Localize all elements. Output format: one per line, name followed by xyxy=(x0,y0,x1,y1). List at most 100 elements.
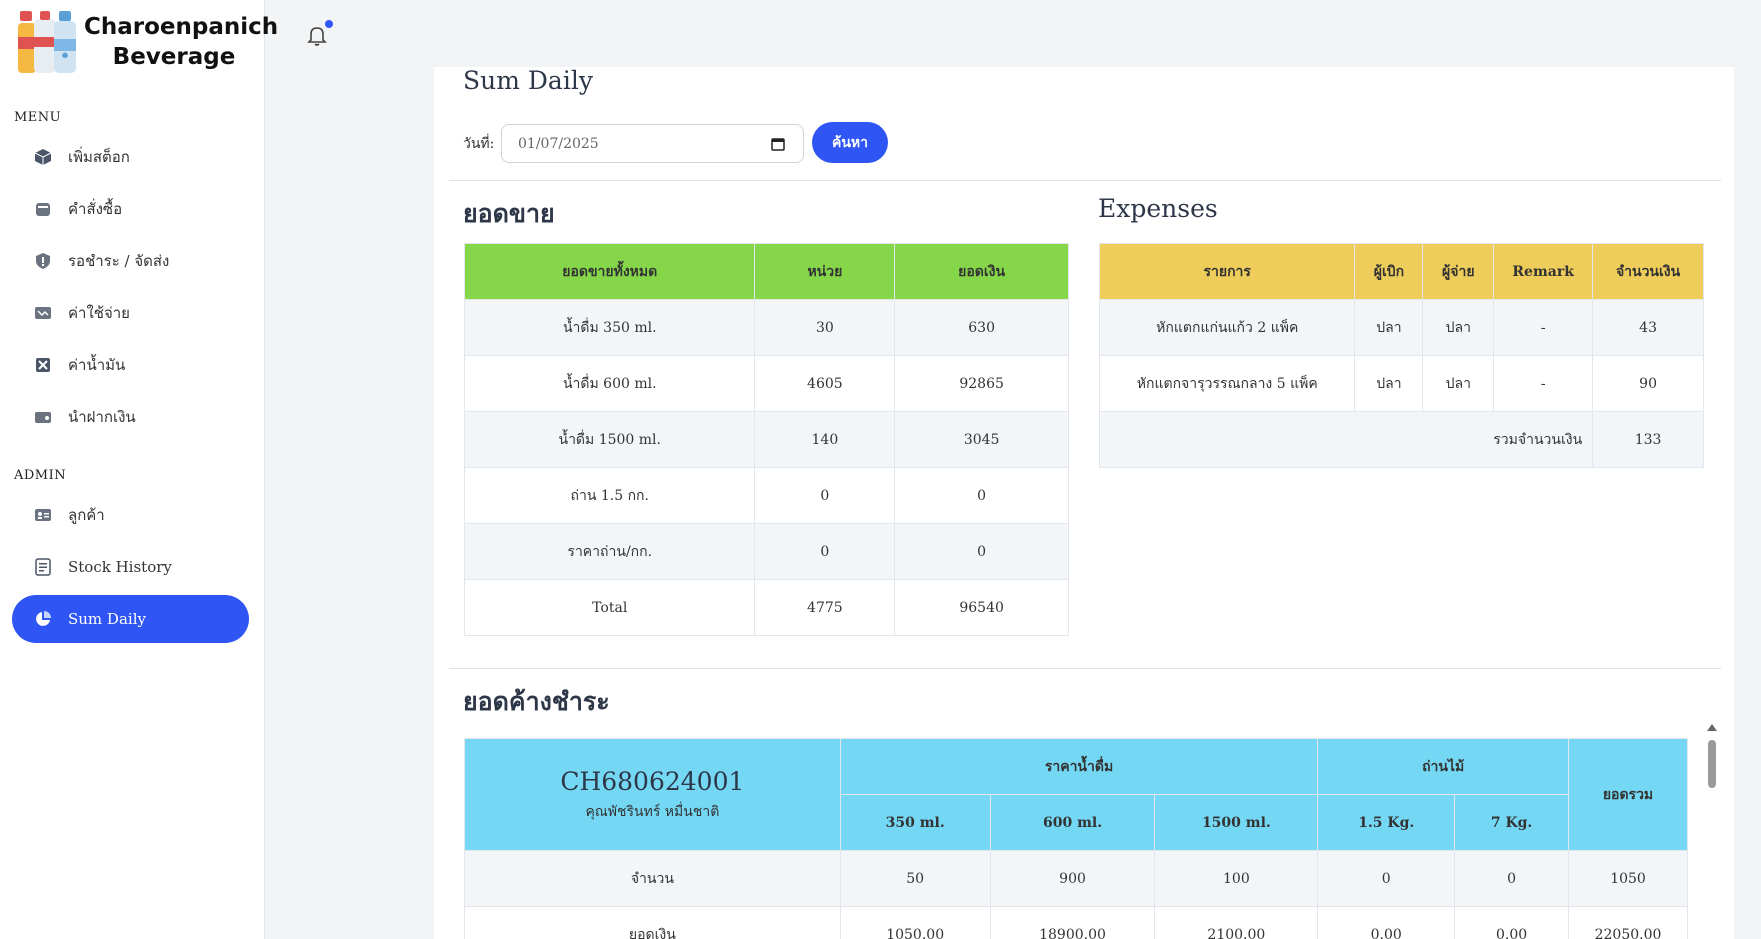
search-button[interactable]: ค้นหา xyxy=(812,122,888,163)
charcoal-header: ถ่านไม้ xyxy=(1317,738,1570,795)
sales-item: น้ำดื่ม 350 ml. xyxy=(463,299,756,356)
brand-name-line1: Charoenpanich xyxy=(84,14,279,40)
sales-table: ยอดขายทั้งหมด หน่วย ยอดเงิน น้ำดื่ม 350 … xyxy=(463,243,1069,636)
table-row: หักแตกจารุวรรณกลาง 5 แพ็ค ปลา ปลา - 90 xyxy=(1098,355,1704,412)
expenses-header-remark: Remark xyxy=(1493,243,1594,300)
sales-amount: 3045 xyxy=(894,411,1069,468)
sidebar-item-orders[interactable]: คำสั่งซื้อ xyxy=(12,185,249,233)
wallet-icon xyxy=(34,408,52,426)
brand[interactable]: Charoenpanich Beverage xyxy=(12,8,278,78)
expenses-table: รายการ ผู้เบิก ผู้จ่าย Remark จำนวนเงิน … xyxy=(1098,243,1704,468)
receipt-icon xyxy=(34,558,52,576)
invoice-header: CH680624001 คุณพัชรินทร์ หมื่นชาติ xyxy=(464,738,841,851)
expenses-header-payer: ผู้จ่าย xyxy=(1422,243,1495,300)
brand-name: Charoenpanich Beverage xyxy=(84,12,279,72)
sales-units: 140 xyxy=(754,411,896,468)
row-label: ยอดเงิน xyxy=(464,906,841,939)
total-header: ยอดรวม xyxy=(1568,738,1688,851)
sidebar-item-stock-history[interactable]: Stock History xyxy=(12,543,249,591)
expense-total-value: 133 xyxy=(1592,411,1704,468)
sales-item: ถ่าน 1.5 กก. xyxy=(463,467,756,524)
amount-7kg: 0.00 xyxy=(1454,906,1570,939)
sidebar-item-pending[interactable]: รอชำระ / จัดส่ง xyxy=(12,237,249,285)
box-icon xyxy=(34,148,52,166)
qty-total: 1050 xyxy=(1568,850,1688,907)
qty-1500: 100 xyxy=(1154,850,1319,907)
sales-units: 4605 xyxy=(754,355,896,412)
fuel-icon xyxy=(34,356,52,374)
row-label: จำนวน xyxy=(464,850,841,907)
expense-total-label: รวมจำนวนเงิน xyxy=(1098,411,1594,468)
date-input[interactable]: 01/07/2025 xyxy=(501,124,804,163)
expense-item: หักแตกแก่นแก้ว 2 แพ็ค xyxy=(1098,299,1356,356)
invoice-number: CH680624001 xyxy=(560,766,745,796)
amount-1500: 2100.00 xyxy=(1154,906,1319,939)
sales-units: 4775 xyxy=(754,579,896,636)
expense-requester: ปลา xyxy=(1354,355,1424,412)
sales-header-total: ยอดขายทั้งหมด xyxy=(463,243,756,300)
sidebar-item-expenses[interactable]: ค่าใช้จ่าย xyxy=(12,289,249,337)
brand-name-line2: Beverage xyxy=(112,44,236,70)
table-row: ราคาถ่าน/กก. 0 0 xyxy=(463,523,1069,580)
expense-amount: 43 xyxy=(1592,299,1704,356)
sidebar: Charoenpanich Beverage MENU เพิ่มสต็อก ค… xyxy=(0,0,278,939)
sales-header-unit: หน่วย xyxy=(754,243,896,300)
outstanding-title: ยอดค้างชำระ xyxy=(463,687,610,716)
customer-name: คุณพัชรินทร์ หมื่นชาติ xyxy=(585,803,720,820)
notification-bell-icon[interactable] xyxy=(305,23,329,47)
calendar-icon[interactable] xyxy=(771,137,785,155)
table-row: น้ำดื่ม 350 ml. 30 630 xyxy=(463,299,1069,356)
amount-600: 18900.00 xyxy=(989,906,1156,939)
sales-units: 0 xyxy=(754,523,896,580)
sidebar-item-deposit[interactable]: นำฝากเงิน xyxy=(12,393,249,441)
sales-units: 0 xyxy=(754,467,896,524)
shield-icon xyxy=(34,252,52,270)
scrollbar-thumb[interactable] xyxy=(1708,740,1716,788)
expense-payer: ปลา xyxy=(1422,355,1495,412)
sales-item: น้ำดื่ม 1500 ml. xyxy=(463,411,756,468)
menu-section-label: MENU xyxy=(14,110,62,125)
sub-header-1-5kg: 1.5 Kg. xyxy=(1317,794,1456,851)
outstanding-table: CH680624001 คุณพัชรินทร์ หมื่นชาติ ราคาน… xyxy=(464,738,1688,939)
sales-item: Total xyxy=(463,579,756,636)
expense-payer: ปลา xyxy=(1422,299,1495,356)
expense-remark: - xyxy=(1493,355,1594,412)
qty-600: 900 xyxy=(989,850,1156,907)
sidebar-item-customers[interactable]: ลูกค้า xyxy=(12,491,249,539)
basket-icon xyxy=(34,200,52,218)
amount-350: 1050.00 xyxy=(839,906,991,939)
sales-amount: 96540 xyxy=(894,579,1069,636)
expenses-header-item: รายการ xyxy=(1098,243,1356,300)
table-row: ถ่าน 1.5 กก. 0 0 xyxy=(463,467,1069,524)
sidebar-item-label: ค่าน้ำมัน xyxy=(68,356,126,374)
table-row: Total 4775 96540 xyxy=(463,579,1069,636)
sidebar-item-add-stock[interactable]: เพิ่มสต็อก xyxy=(12,133,249,181)
sales-title: ยอดขาย xyxy=(463,199,555,228)
sidebar-item-fuel[interactable]: ค่าน้ำมัน xyxy=(12,341,249,389)
table-row: หักแตกแก่นแก้ว 2 แพ็ค ปลา ปลา - 43 xyxy=(1098,299,1704,356)
logo-icon xyxy=(12,9,82,77)
expense-remark: - xyxy=(1493,299,1594,356)
scroll-up-arrow-icon[interactable] xyxy=(1707,724,1717,731)
id-card-icon xyxy=(34,506,52,524)
sales-amount: 0 xyxy=(894,523,1069,580)
qty-1-5kg: 0 xyxy=(1317,850,1456,907)
table-row: จำนวน 50 900 100 0 0 1050 xyxy=(464,850,1688,907)
sales-item: ราคาถ่าน/กก. xyxy=(463,523,756,580)
sub-header-350: 350 ml. xyxy=(839,794,991,851)
sales-item: น้ำดื่ม 600 ml. xyxy=(463,355,756,412)
sidebar-item-sum-daily[interactable]: Sum Daily xyxy=(12,595,249,643)
pie-chart-icon xyxy=(34,610,52,628)
amount-total: 22050.00 xyxy=(1568,906,1688,939)
expenses-header-amount: จำนวนเงิน xyxy=(1592,243,1704,300)
admin-section-label: ADMIN xyxy=(14,468,67,483)
expenses-header-requester: ผู้เบิก xyxy=(1354,243,1424,300)
water-price-header: ราคาน้ำดื่ม xyxy=(839,738,1319,795)
date-label: วันที่: xyxy=(463,136,495,152)
amount-1-5kg: 0.00 xyxy=(1317,906,1456,939)
sub-header-7kg: 7 Kg. xyxy=(1454,794,1570,851)
qty-7kg: 0 xyxy=(1454,850,1570,907)
table-row: รวมจำนวนเงิน 133 xyxy=(1098,411,1704,468)
date-value: 01/07/2025 xyxy=(518,135,599,152)
page-title: Sum Daily xyxy=(463,66,593,95)
